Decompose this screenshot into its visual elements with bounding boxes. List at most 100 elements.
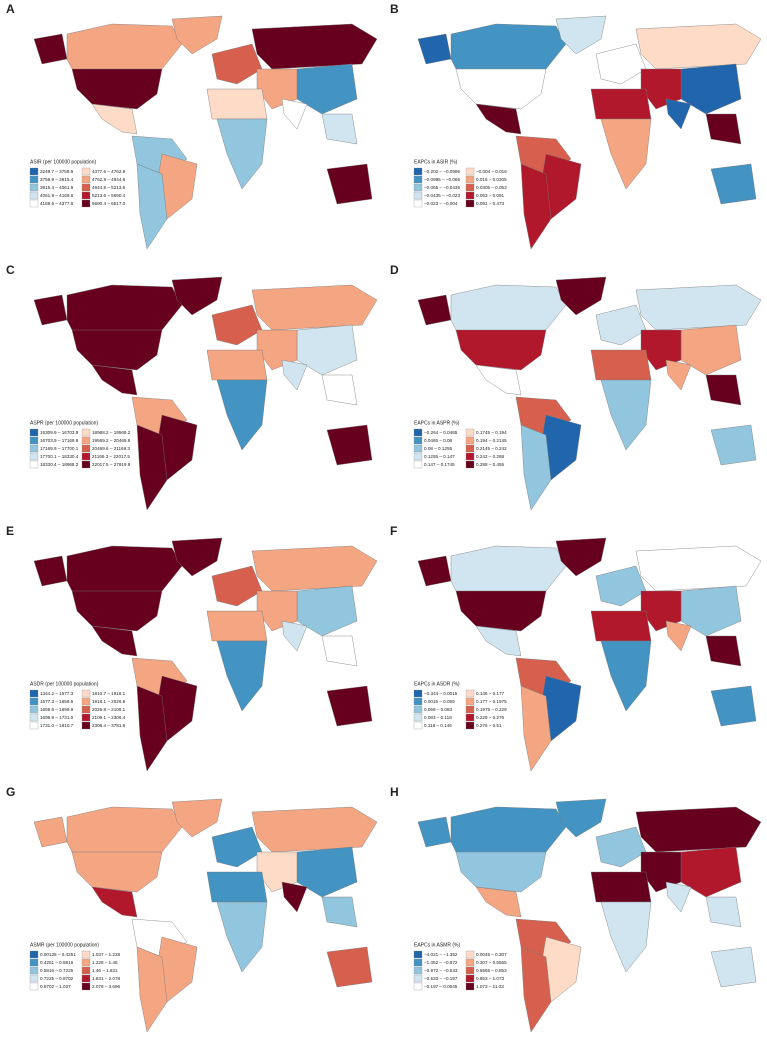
legend-swatch <box>81 974 91 983</box>
region <box>251 806 378 853</box>
region <box>710 946 757 988</box>
legend-swatch <box>29 175 39 184</box>
legend-swatch <box>81 721 91 730</box>
legend-swatch <box>81 689 91 698</box>
panel: A ASIR (per 100000 population) 3249.7 – 37… <box>6 2 378 250</box>
legend-swatch <box>29 167 39 176</box>
region <box>66 545 183 597</box>
legend-label: 1.073 – 11.03 <box>476 984 504 989</box>
legend-label: −0.533 – −0.197 <box>424 976 458 981</box>
region <box>206 349 268 381</box>
legend-label: 0.242 – 0.288 <box>476 454 505 459</box>
region <box>455 68 547 110</box>
legend-label: 0.1975 – 0.229 <box>476 707 507 712</box>
legend-swatch <box>465 167 475 176</box>
legend-label: −0.202 – −0.0995 <box>424 169 460 174</box>
legend-swatch <box>465 452 475 461</box>
region <box>520 946 552 1033</box>
legend-label: 0.147 – 0.1745 <box>424 462 455 467</box>
legend-swatch <box>29 974 39 983</box>
legend-swatch <box>81 958 91 967</box>
region <box>595 43 647 85</box>
region <box>665 620 692 652</box>
panel: F EAPCs in ASDR (%) −0.344 – 0.0015 0.0015 … <box>390 524 762 772</box>
legend-label: 0.00128 – 0.4251 <box>40 952 76 957</box>
region <box>281 359 308 391</box>
legend-swatch <box>29 721 39 730</box>
region <box>216 379 268 451</box>
legend-label: 1577.3 – 1659.6 <box>40 699 74 704</box>
region <box>417 294 452 326</box>
legend-swatch <box>413 721 423 730</box>
legend-swatch <box>413 460 423 469</box>
region <box>211 565 263 607</box>
region <box>520 424 552 511</box>
legend-swatch <box>413 982 423 991</box>
panel: D EAPCs in ASPR (%) −0.264 – 0.0465 0.0465 … <box>390 263 762 511</box>
legend-label: 0.059 – 0.083 <box>424 707 453 712</box>
legend-label: 4944.8 – 5213.6 <box>92 185 126 190</box>
region <box>66 23 183 75</box>
legend-label: 1810.7 – 1918.1 <box>92 691 126 696</box>
legend-label: 17700.1 – 18330.4 <box>40 454 79 459</box>
legend-label: 18968.2 – 19569.2 <box>92 430 131 435</box>
legend-label: −0.0435 – −0.023 <box>424 193 460 198</box>
region <box>705 635 742 667</box>
region <box>710 163 757 205</box>
legend-label: 1.46 – 1.831 <box>92 968 118 973</box>
legend-swatch <box>81 950 91 959</box>
region <box>450 545 567 597</box>
legend-title: ASMR (per 100000 population) <box>30 942 99 948</box>
region <box>595 304 647 346</box>
region <box>590 610 652 642</box>
legend-swatch <box>413 697 423 706</box>
region <box>635 545 762 592</box>
legend-title: EAPCs in ASMR (%) <box>414 942 460 948</box>
legend-label: 18330.4 – 18968.2 <box>40 462 79 467</box>
region <box>705 113 742 145</box>
legend-label: 0.118 – 0.146 <box>424 723 452 728</box>
legend-label: 1918.1 – 2026.8 <box>92 699 126 704</box>
region <box>326 685 373 727</box>
legend-label: 0.091 – 0.473 <box>476 201 505 206</box>
region <box>33 294 68 326</box>
legend-swatch <box>413 191 423 200</box>
panel-letter: H <box>390 785 399 799</box>
map <box>417 15 762 250</box>
legend-label: −0.972 – −0.533 <box>424 968 458 973</box>
legend-swatch <box>81 183 91 192</box>
legend-label: 0.229 – 0.276 <box>476 715 505 720</box>
region <box>326 946 373 988</box>
region <box>520 163 552 250</box>
panel-letter: B <box>390 2 399 16</box>
legend-title: ASDR (per 100000 population) <box>30 681 99 687</box>
legend-label: −0.264 – 0.0465 <box>424 430 458 435</box>
region <box>91 625 138 657</box>
legend-swatch <box>413 689 423 698</box>
region <box>555 537 607 577</box>
region <box>211 43 263 85</box>
map <box>33 15 378 250</box>
legend-label: 0.016 – 0.0305 <box>476 177 507 182</box>
region <box>71 329 163 371</box>
region <box>450 23 567 75</box>
legend-swatch <box>413 705 423 714</box>
legend-swatch <box>413 167 423 176</box>
legend-label: 0.0465 – 0.08 <box>424 438 453 443</box>
legend-title: ASIR (per 100000 population) <box>30 159 96 165</box>
legend-swatch <box>81 452 91 461</box>
legend-swatch <box>29 966 39 975</box>
legend-swatch <box>465 191 475 200</box>
legend-swatch <box>81 966 91 975</box>
region <box>326 163 373 205</box>
legend-label: 3759.9 – 3915.4 <box>40 177 74 182</box>
legend-swatch <box>465 183 475 192</box>
legend-swatch <box>413 436 423 445</box>
region <box>520 685 552 772</box>
legend-label: 20469.6 – 21169.3 <box>92 446 130 451</box>
map <box>417 798 762 1033</box>
panel: E ASDR (per 100000 population) 1344.2 – 15… <box>6 524 378 772</box>
legend-label: 1344.2 – 1577.3 <box>40 691 74 696</box>
legend-swatch <box>465 175 475 184</box>
legend-label: 0.0305 – 0.053 <box>476 185 507 190</box>
